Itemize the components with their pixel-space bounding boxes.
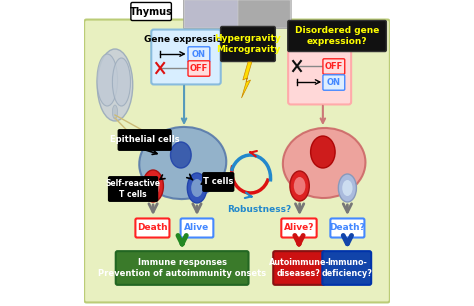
FancyBboxPatch shape (203, 173, 234, 191)
Text: T cells: T cells (203, 177, 234, 186)
Text: Death: Death (137, 223, 168, 233)
Ellipse shape (139, 127, 226, 199)
Text: Alive: Alive (184, 223, 210, 233)
FancyBboxPatch shape (185, 0, 237, 28)
FancyBboxPatch shape (136, 218, 169, 237)
Text: Robustness?: Robustness? (228, 206, 292, 215)
Text: Immune responses
Prevention of autoimmunity onsets: Immune responses Prevention of autoimmun… (98, 258, 266, 278)
FancyBboxPatch shape (238, 0, 290, 28)
Ellipse shape (294, 177, 305, 195)
Text: Epithelial cells: Epithelial cells (110, 136, 180, 144)
Ellipse shape (171, 142, 191, 168)
Ellipse shape (97, 49, 133, 121)
Ellipse shape (342, 180, 353, 196)
Text: Disordered gene
expression?: Disordered gene expression? (295, 26, 379, 46)
Ellipse shape (146, 176, 160, 196)
FancyBboxPatch shape (273, 251, 325, 285)
Text: OFF: OFF (325, 62, 343, 71)
Ellipse shape (191, 179, 203, 197)
Text: OFF: OFF (190, 64, 208, 73)
Text: Gene expression: Gene expression (144, 35, 228, 44)
FancyBboxPatch shape (116, 251, 248, 285)
Ellipse shape (187, 173, 207, 203)
FancyBboxPatch shape (183, 0, 291, 29)
Text: Death?: Death? (329, 223, 365, 233)
FancyBboxPatch shape (323, 75, 345, 90)
FancyBboxPatch shape (288, 50, 351, 104)
Ellipse shape (338, 174, 356, 202)
Polygon shape (242, 62, 252, 98)
Text: ON: ON (327, 78, 341, 87)
Ellipse shape (97, 54, 118, 106)
Text: Self-reactive
T cells: Self-reactive T cells (106, 179, 161, 199)
FancyBboxPatch shape (288, 21, 386, 51)
Text: Autoimmune-
diseases?: Autoimmune- diseases? (269, 258, 329, 278)
FancyBboxPatch shape (188, 47, 210, 62)
FancyBboxPatch shape (118, 130, 171, 150)
FancyBboxPatch shape (84, 20, 390, 302)
Ellipse shape (143, 170, 164, 202)
FancyBboxPatch shape (323, 59, 345, 74)
FancyBboxPatch shape (109, 177, 157, 201)
FancyBboxPatch shape (188, 61, 210, 76)
Text: Thymus: Thymus (130, 7, 173, 17)
Ellipse shape (290, 171, 310, 201)
Ellipse shape (112, 105, 118, 119)
Ellipse shape (310, 136, 335, 168)
FancyBboxPatch shape (281, 218, 317, 237)
Ellipse shape (283, 128, 365, 198)
Text: Immuno-
deficiency?: Immuno- deficiency? (321, 258, 372, 278)
FancyBboxPatch shape (220, 27, 275, 62)
Ellipse shape (112, 58, 130, 106)
FancyBboxPatch shape (181, 218, 213, 237)
FancyBboxPatch shape (131, 2, 172, 21)
Text: ON: ON (192, 50, 206, 59)
Text: Alive?: Alive? (284, 223, 314, 233)
FancyBboxPatch shape (330, 218, 365, 237)
FancyBboxPatch shape (322, 251, 371, 285)
Text: Hypergravity
Microgravity: Hypergravity Microgravity (215, 34, 282, 54)
FancyBboxPatch shape (151, 30, 221, 84)
